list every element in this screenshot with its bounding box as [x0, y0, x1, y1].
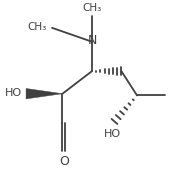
Polygon shape: [26, 89, 62, 99]
Text: CH₃: CH₃: [28, 22, 47, 32]
Text: O: O: [59, 155, 69, 168]
Text: CH₃: CH₃: [83, 3, 102, 13]
Text: N: N: [88, 34, 97, 47]
Text: HO: HO: [104, 129, 121, 139]
Text: HO: HO: [5, 88, 22, 98]
